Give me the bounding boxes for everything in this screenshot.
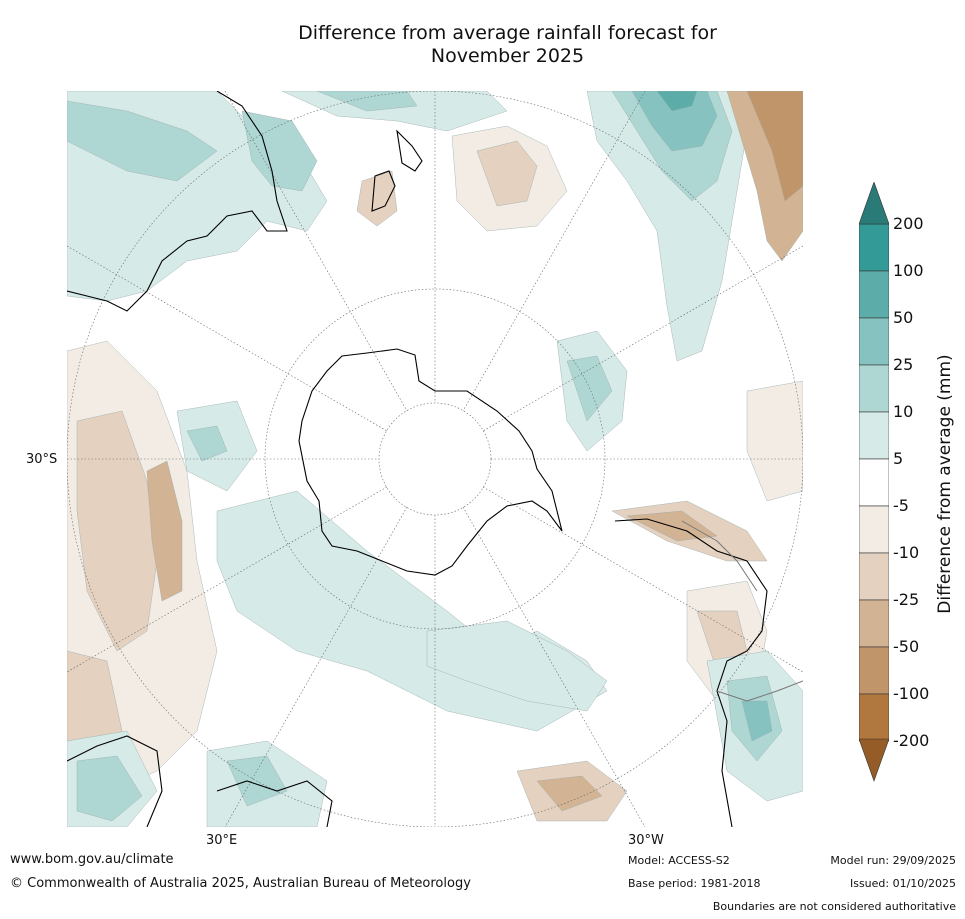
colorbar-segment xyxy=(859,599,889,648)
colorbar-title: Difference from average (mm) xyxy=(935,354,955,614)
fill-northeast-wet-3 xyxy=(631,91,718,152)
colorbar-tick-label: 50 xyxy=(893,308,914,327)
colorbar-segment xyxy=(859,223,889,272)
footer-copyright: © Commonwealth of Australia 2025, Austra… xyxy=(10,876,471,891)
colorbar-segment xyxy=(859,270,889,319)
colorbar-tick-label: -50 xyxy=(893,637,920,656)
graticule-circle-mid xyxy=(264,288,606,630)
chart-title: Difference from average rainfall forecas… xyxy=(240,22,775,68)
footer-base-period: Base period: 1981-2018 xyxy=(628,877,761,890)
colorbar-tick-label: 25 xyxy=(893,355,914,374)
label-30s: 30°S xyxy=(26,452,58,467)
coast-new-zealand-north xyxy=(396,129,423,172)
colorbar-segment xyxy=(859,505,889,554)
colorbar-segment xyxy=(859,317,889,366)
fill-north-wet-strip-2 xyxy=(316,91,418,112)
colorbar xyxy=(859,182,889,782)
colorbar-tick-label: 200 xyxy=(893,214,924,233)
title-line-1: Difference from average rainfall forecas… xyxy=(298,22,717,44)
colorbar-segments xyxy=(859,223,889,742)
fill-southeast-wet-3 xyxy=(741,700,773,742)
anomaly-fills xyxy=(67,91,803,827)
fill-south-atlantic-wet xyxy=(426,620,608,712)
fill-south-dry-2 xyxy=(536,775,603,812)
colorbar-segment xyxy=(859,364,889,413)
coast-madagascar xyxy=(216,780,333,827)
label-30w: 30°W xyxy=(628,833,664,848)
bom-climate-link[interactable]: www.bom.gov.au/climate xyxy=(10,852,174,867)
footer-url[interactable]: www.bom.gov.au/climate xyxy=(10,852,174,867)
fill-northwest-wet-2 xyxy=(67,100,218,182)
coast-africa xyxy=(67,735,163,827)
colorbar-segment xyxy=(859,552,889,601)
colorbar-segment xyxy=(859,646,889,695)
fill-pacific-dry-2 xyxy=(476,140,538,207)
colorbar-segment xyxy=(859,458,889,507)
label-30e: 30°E xyxy=(206,833,238,848)
borders xyxy=(681,520,803,702)
fill-west-indian-dry-3 xyxy=(146,460,183,602)
footer-model-run: Model run: 29/09/2025 xyxy=(830,854,956,867)
colorbar-bottom-arrow xyxy=(859,738,889,782)
colorbar-tick-label: 5 xyxy=(893,449,904,468)
rainfall-map[interactable] xyxy=(67,91,803,827)
coast-south-america xyxy=(614,518,768,827)
fill-northeast-wet-4 xyxy=(656,91,698,112)
colorbar-tick-label: -5 xyxy=(893,496,909,515)
fill-nz-dry xyxy=(356,170,398,227)
colorbar-segment xyxy=(859,411,889,460)
coastlines xyxy=(67,91,768,827)
colorbar-top-arrow xyxy=(859,182,889,225)
colorbar-tick-label: -10 xyxy=(893,543,920,562)
colorbar-tick-label: 100 xyxy=(893,261,924,280)
coast-new-zealand-south xyxy=(371,170,396,212)
fill-far-northeast-dry-2 xyxy=(746,91,803,202)
fill-indian-wet-2 xyxy=(186,425,228,462)
graticule xyxy=(67,91,803,827)
colorbar-tick-label: -200 xyxy=(893,731,930,750)
fill-west-indian-dry-2 xyxy=(76,410,158,652)
coast-antarctica xyxy=(298,348,563,576)
title-line-2: November 2025 xyxy=(430,45,585,67)
fill-east-dry xyxy=(746,380,803,502)
coast-australia xyxy=(67,91,288,312)
footer-disclaimer: Boundaries are not considered authoritat… xyxy=(712,900,956,913)
footer-issued: Issued: 01/10/2025 xyxy=(849,877,956,890)
colorbar-tick-label: -25 xyxy=(893,590,920,609)
colorbar-segment xyxy=(859,693,889,742)
fill-north-wet-strip xyxy=(281,91,508,132)
map-svg xyxy=(67,91,803,827)
colorbar-tick-label: 10 xyxy=(893,402,914,421)
fill-australia-west-wet xyxy=(241,110,318,192)
fill-south-africa-wet-2 xyxy=(76,755,143,822)
colorbar-tick-label: -100 xyxy=(893,684,930,703)
footer-model: Model: ACCESS-S2 xyxy=(628,854,730,867)
